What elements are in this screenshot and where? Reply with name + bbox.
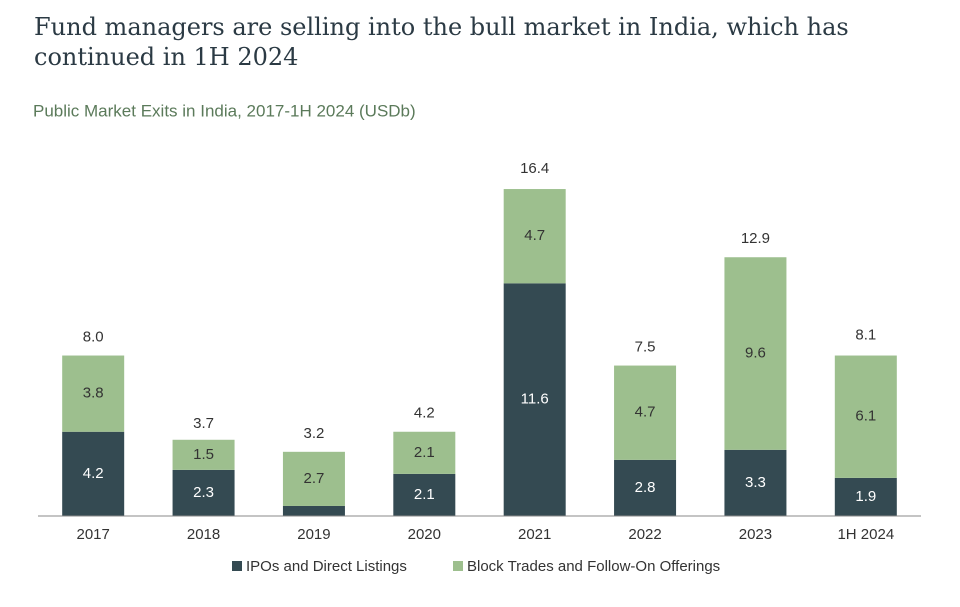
x-tick-label: 2019 xyxy=(297,526,330,543)
bar-segment xyxy=(503,283,566,516)
total-label: 8.0 xyxy=(83,328,104,345)
value-label: 4.7 xyxy=(524,227,545,244)
bar-segment xyxy=(62,355,125,432)
x-tick-label: 2017 xyxy=(77,526,110,543)
bar-segment xyxy=(503,189,566,284)
bar-segment xyxy=(282,505,345,516)
value-label: 2.1 xyxy=(414,486,435,503)
value-label: 3.3 xyxy=(745,474,766,491)
x-tick-label: 2021 xyxy=(518,526,551,543)
legend-swatch xyxy=(232,561,242,571)
value-label: 2.8 xyxy=(635,479,656,496)
total-label: 3.2 xyxy=(304,425,325,442)
value-label: 2.3 xyxy=(193,484,214,501)
legend-label: Block Trades and Follow-On Offerings xyxy=(467,558,720,575)
x-tick-label: 1H 2024 xyxy=(837,526,894,543)
value-label: 11.6 xyxy=(521,391,549,408)
chart-subtitle: Public Market Exits in India, 2017-1H 20… xyxy=(33,101,416,120)
bar-segment xyxy=(724,257,787,450)
bar-segment xyxy=(172,469,235,516)
value-label: 1.9 xyxy=(855,488,876,505)
total-label: 3.7 xyxy=(193,415,214,432)
chart-title: Fund managers are selling into the bull … xyxy=(34,13,849,71)
bar-segment xyxy=(614,365,677,460)
bar-segment xyxy=(614,459,677,516)
value-label: 2.7 xyxy=(304,470,325,487)
bar-segment xyxy=(62,431,125,516)
legend-label: IPOs and Direct Listings xyxy=(246,558,407,575)
x-tick-label: 2022 xyxy=(628,526,661,543)
value-label: 9.6 xyxy=(745,344,766,361)
bar-segment xyxy=(724,449,787,516)
bar-segment xyxy=(393,473,456,516)
total-label: 4.2 xyxy=(414,405,435,422)
x-tick-label: 2018 xyxy=(187,526,220,543)
x-tick-label: 2023 xyxy=(739,526,772,543)
bar-segment xyxy=(834,355,897,478)
value-label: 4.7 xyxy=(635,404,656,421)
value-label: 6.1 xyxy=(855,408,876,425)
x-tick-label: 2020 xyxy=(408,526,441,543)
bar-segment xyxy=(172,439,235,470)
value-label: 4.2 xyxy=(83,465,104,482)
total-label: 8.1 xyxy=(855,326,876,343)
value-label: 1.5 xyxy=(193,446,214,463)
total-label: 7.5 xyxy=(635,339,656,356)
bar-segment xyxy=(282,451,345,506)
value-label: 2.1 xyxy=(414,444,435,461)
total-label: 16.4 xyxy=(520,160,549,177)
bar-segment xyxy=(393,431,456,474)
legend-swatch xyxy=(453,561,463,571)
total-label: 12.9 xyxy=(741,230,770,247)
value-label: 3.8 xyxy=(83,385,104,402)
bar-segment xyxy=(834,477,897,516)
